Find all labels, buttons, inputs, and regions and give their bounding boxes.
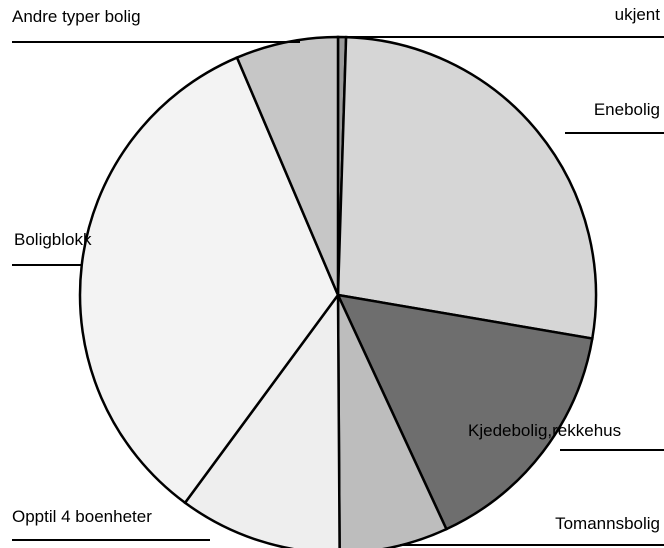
pie-slice xyxy=(183,291,341,548)
slice-label: Enebolig xyxy=(594,100,660,119)
slice-label: ukjent xyxy=(615,5,661,24)
slice-label: Kjedebolig,rekkehus xyxy=(468,421,621,440)
pie-slice xyxy=(336,35,598,341)
slice-label: Opptil 4 boenheter xyxy=(12,507,152,526)
slice-label: Andre typer bolig xyxy=(12,7,141,26)
slice-label: Boligblokk xyxy=(14,230,92,249)
slice-label: Tomannsbolig xyxy=(555,514,660,533)
pie-slice xyxy=(336,294,449,548)
pie-slice xyxy=(335,293,594,531)
